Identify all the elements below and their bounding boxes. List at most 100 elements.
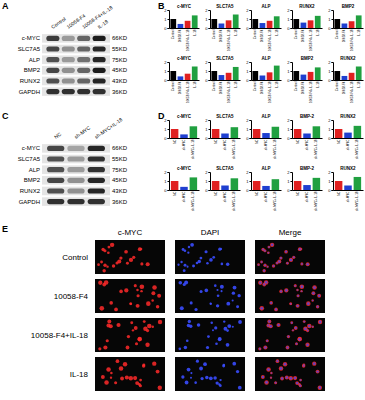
tick-mark — [332, 138, 334, 139]
chart-title: BMP2 — [301, 56, 314, 61]
tick-mark — [291, 10, 293, 11]
cell-signal — [123, 362, 127, 366]
tick-mark — [209, 138, 211, 139]
tick-label: 2 — [287, 8, 290, 13]
tick: 1 — [287, 127, 292, 132]
cell-signal — [124, 250, 128, 254]
x-axis: Control10058-F410058-F4+IL-18IL-18 — [334, 81, 364, 103]
cell-signal — [311, 291, 315, 295]
tick-label: 0 — [246, 26, 249, 31]
tick-label: 1 — [246, 17, 249, 22]
tick: 0 — [246, 26, 251, 31]
chart-title: c-MYC — [177, 4, 192, 9]
micrograph — [175, 279, 245, 313]
cell-nucleus — [265, 381, 268, 384]
cell-signal — [134, 326, 138, 330]
tick-label: sh-MYC — [223, 139, 227, 151]
tick: 10058-F4 — [301, 81, 305, 94]
cell-signal — [136, 289, 139, 292]
cell-signal — [258, 347, 261, 350]
cell-nucleus — [259, 281, 262, 284]
cell-nucleus — [316, 370, 318, 372]
tick-mark — [209, 71, 211, 72]
cell-signal — [283, 362, 287, 366]
cell-nucleus — [233, 286, 237, 290]
bar-chart: 012Control10058-F410058-F4+IL-18IL-18c-M… — [164, 56, 199, 103]
tick-label: 2 — [205, 170, 208, 175]
bar — [293, 19, 299, 28]
tick-label: 10058-F4+IL-18 — [268, 81, 272, 103]
cell-nucleus — [267, 368, 270, 371]
tick: Control — [253, 81, 257, 91]
cell-signal — [280, 377, 284, 381]
bar — [212, 129, 220, 138]
cell-nucleus — [280, 290, 282, 292]
cell-signal — [270, 376, 272, 378]
tick-label: sh-MYC+IL-18 — [355, 139, 359, 159]
bar — [260, 76, 266, 81]
axis-line — [293, 190, 323, 191]
tick-label: 0 — [205, 136, 208, 141]
blot-band — [47, 167, 64, 172]
cell-nucleus — [270, 377, 271, 378]
tick-mark — [250, 172, 252, 173]
cell-signal — [269, 301, 273, 305]
blot-band — [46, 89, 59, 94]
cell-signal — [136, 304, 140, 308]
x-axis: NCsh-MYCsh-MYC+IL-18 — [293, 191, 323, 211]
cell-nucleus — [180, 261, 182, 263]
cell-signal — [127, 335, 130, 338]
cell-signal — [294, 326, 298, 330]
micrograph-background — [175, 279, 245, 313]
blot-band — [47, 146, 64, 151]
cell-nucleus — [291, 322, 293, 324]
tick: 2 — [164, 8, 169, 13]
bar — [185, 74, 191, 80]
bar — [301, 23, 307, 28]
y-axis: 012 — [328, 8, 333, 31]
tick-mark — [168, 71, 170, 72]
cell-signal — [112, 264, 115, 267]
cell-nucleus — [218, 337, 222, 341]
tick: NC — [173, 191, 177, 196]
cell-nucleus — [223, 364, 226, 367]
cell-nucleus — [290, 303, 292, 305]
cell-nucleus — [232, 326, 234, 328]
cell-nucleus — [284, 363, 287, 366]
tick-mark — [250, 10, 252, 11]
tick-label: 0 — [246, 136, 249, 141]
cell-signal — [289, 258, 293, 262]
tick-label: sh-MYC — [346, 139, 350, 151]
tick: 0 — [328, 188, 333, 193]
cell-signal — [296, 289, 299, 292]
micrograph-background — [95, 318, 165, 352]
x-axis: Control10058-F410058-F4+IL-18IL-18 — [334, 29, 364, 51]
tick-label: 1 — [246, 69, 249, 74]
bar — [267, 21, 273, 28]
tick-label: IL-18 — [316, 29, 320, 36]
cell-nucleus — [306, 263, 309, 266]
tick: 0 — [164, 78, 169, 83]
tick-label: sh-MYC — [305, 191, 309, 203]
tick-label: 1 — [328, 69, 331, 74]
x-axis: NCsh-MYCsh-MYC+IL-18 — [334, 191, 364, 211]
bar — [354, 126, 362, 138]
tick-mark — [250, 129, 252, 130]
axis-line — [168, 11, 170, 29]
tick-mark — [209, 190, 211, 191]
cell-nucleus — [217, 294, 220, 297]
blot-band — [77, 78, 90, 83]
tick-label: 1 — [287, 17, 290, 22]
cell-signal — [298, 337, 302, 341]
cell-nucleus — [192, 265, 195, 268]
tick: IL-18 — [316, 29, 320, 36]
tick-label: 1 — [164, 179, 167, 184]
x-axis: Control10058-F410058-F4+IL-18IL-18 — [252, 81, 282, 103]
cell-signal — [297, 294, 300, 297]
blot-band — [93, 36, 106, 41]
tick: 10058-F4 — [219, 81, 223, 94]
bar — [178, 24, 184, 28]
cell-nucleus — [218, 248, 221, 251]
bar — [171, 181, 179, 190]
cell-nucleus — [317, 306, 319, 308]
